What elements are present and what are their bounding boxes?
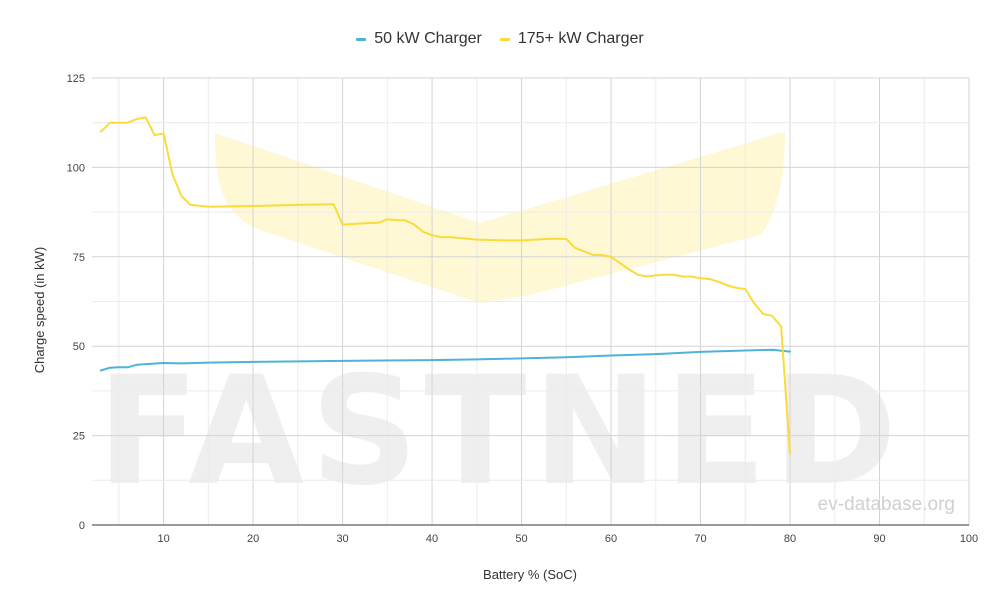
x-tick-label-20: 20	[247, 533, 259, 545]
y-axis-title: Charge speed (in kW)	[32, 247, 47, 373]
watermark: FASTNED	[97, 345, 903, 519]
x-tick-label-50: 50	[515, 533, 527, 545]
y-tick-label-125: 125	[67, 73, 85, 85]
legend-swatch-175kw	[499, 37, 510, 41]
fastned-power-band	[215, 133, 785, 303]
watermark-fastned: FASTNED	[97, 345, 903, 519]
tick-labels: 10 20 30 40 50 60 70 80 90 100 0 25 50 75 100 125	[67, 73, 979, 545]
legend-item-50kw[interactable]: 50 kW Charger	[356, 30, 482, 48]
legend-label-175kw: 175+ kW Charger	[517, 30, 644, 47]
series-line-175kw	[99, 116, 791, 455]
x-tick-label-30: 30	[336, 533, 348, 545]
y-tick-label-75: 75	[73, 252, 85, 264]
x-tick-label-70: 70	[694, 533, 706, 545]
y-tick-label-100: 100	[67, 162, 85, 174]
x-tick-label-60: 60	[605, 533, 617, 545]
y-tick-label-50: 50	[73, 341, 85, 353]
y-tick-label-25: 25	[73, 431, 85, 443]
x-tick-label-100: 100	[960, 533, 978, 545]
x-tick-label-10: 10	[157, 533, 169, 545]
x-tick-label-80: 80	[784, 533, 796, 545]
x-axis-title: Battery % (SoC)	[483, 567, 577, 582]
legend: 50 kW Charger 175+ kW Charger	[0, 30, 1000, 48]
legend-label-50kw: 50 kW Charger	[374, 30, 482, 47]
credit-text: ev-database.org	[818, 494, 955, 515]
series-line-50kw	[99, 348, 791, 372]
x-tick-label-90: 90	[873, 533, 885, 545]
grid	[92, 77, 970, 526]
x-tick-label-40: 40	[426, 533, 438, 545]
series-lines	[99, 116, 791, 455]
legend-swatch-50kw	[356, 37, 367, 41]
y-tick-label-0: 0	[79, 520, 85, 532]
legend-item-175kw[interactable]: 175+ kW Charger	[499, 30, 644, 48]
